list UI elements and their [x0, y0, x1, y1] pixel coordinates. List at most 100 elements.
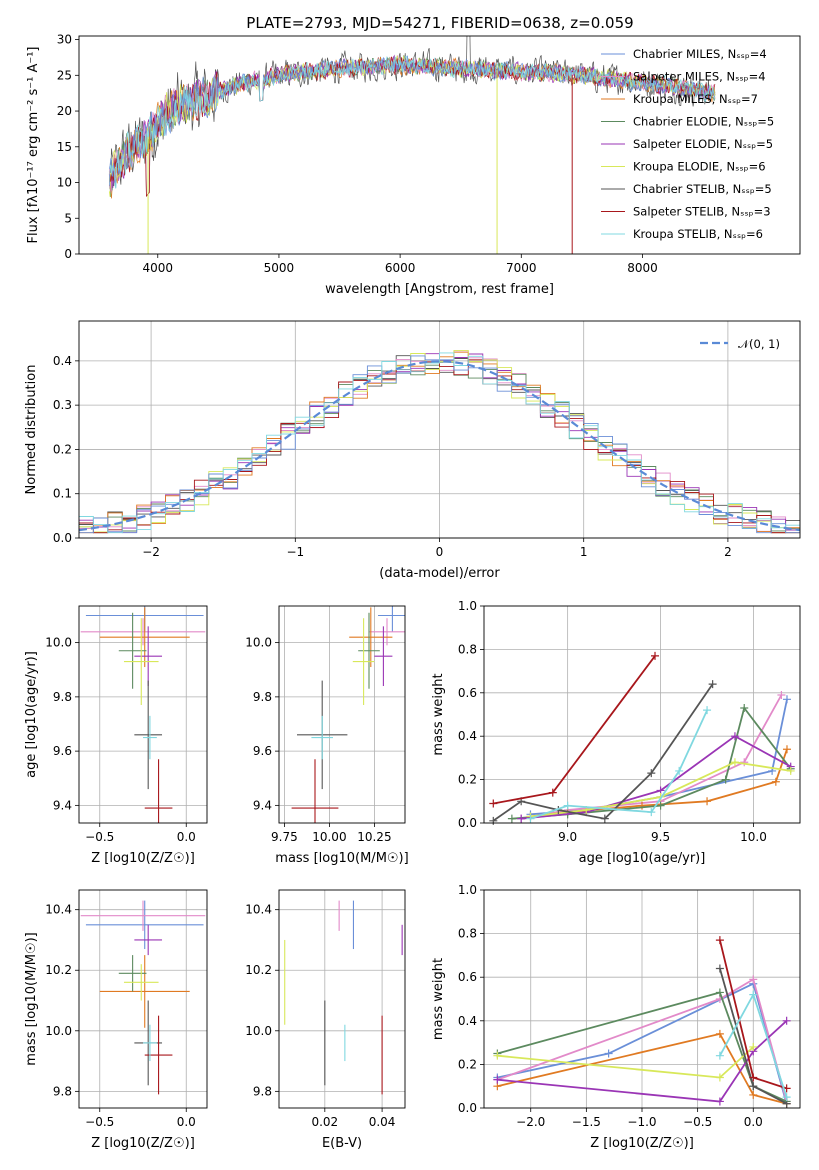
weight-point-marker [563, 801, 572, 810]
y-tick-label: 30 [57, 33, 72, 47]
weight-point-marker [638, 801, 646, 810]
y-tick-label: 9.8 [53, 1084, 72, 1098]
weight-point-marker [708, 680, 717, 689]
y-tick-label: 0.4 [458, 1014, 477, 1028]
x-tick-label: 6000 [385, 261, 416, 275]
axes-frame [483, 605, 801, 824]
y-tick-label: 0.0 [53, 531, 72, 545]
x-tick-label: 1 [580, 545, 588, 559]
y-tick-label: 0.8 [458, 642, 477, 656]
weight-point-marker [771, 777, 780, 786]
weight-point-marker [749, 990, 758, 999]
histogram-step [79, 353, 800, 533]
axes-frame [78, 320, 801, 539]
weight-point-marker [715, 988, 724, 997]
y-tick-label: 9.6 [53, 744, 72, 758]
y-tick-label: 0.3 [53, 398, 72, 412]
y-tick-label: 9.4 [253, 798, 272, 812]
weight-point-marker [749, 975, 758, 984]
weight-point-marker [703, 797, 712, 806]
weight-point-marker [651, 651, 660, 660]
y-axis-label: mass [log10(M/M☉)] [24, 932, 39, 1065]
weight-point-marker [749, 1082, 758, 1091]
legend-entry: Kroupa STELIB, Nₛₛₚ=6 [633, 227, 763, 241]
x-tick-label: 8000 [627, 261, 658, 275]
weight-point-marker [749, 1090, 758, 1099]
age-vs-mass-panel: 9.75 10.00 10.25 9.4 9.6 9.8 10.0 mass [log10(M… [245, 605, 409, 866]
weight-point-marker [782, 695, 791, 704]
y-tick-label: 10.0 [245, 636, 272, 650]
legend-entry: Kroupa ELODIE, Nₛₛₚ=6 [633, 160, 766, 174]
x-tick-label: −0.5 [683, 1115, 712, 1129]
y-tick-label: 10.2 [245, 963, 272, 977]
weight-point-marker [749, 1042, 758, 1051]
spectrum-series-line [108, 56, 716, 197]
y-tick-label: 10.0 [45, 636, 72, 650]
weight-vs-metallicity-panel: −2.0 −1.5 −1.0 −0.5 0.0 0.0 0.2 0.4 0.6 0.8 1.0 Z [… [431, 883, 801, 1151]
x-tick-label: −1 [286, 545, 304, 559]
y-tick-label: 5 [64, 211, 72, 225]
x-axis-label: wavelength [Angstrom, rest frame] [325, 282, 554, 297]
legend-entry: Salpeter ELODIE, Nₛₛₚ=5 [633, 137, 773, 151]
weight-series-line [497, 1020, 788, 1103]
y-tick-label: 10.4 [245, 903, 272, 917]
normal-reference-curve [78, 360, 801, 532]
y-tick-label: 0.2 [53, 442, 72, 456]
weight-point-marker [493, 1051, 502, 1060]
x-tick-label: 4000 [142, 261, 173, 275]
legend-entry: 𝒩(0, 1) [738, 337, 780, 351]
weight-point-marker [647, 769, 656, 778]
y-tick-label: 10 [57, 176, 72, 190]
x-axis-label: mass [log10(M/M☉)] [275, 851, 408, 866]
axes-frame [278, 605, 406, 824]
x-tick-label: 0.02 [311, 1115, 338, 1129]
weight-vs-age-panel: 9.0 9.5 10.0 0.0 0.2 0.4 0.6 0.8 1.0 age [log10(a… [431, 599, 801, 866]
weight-point-marker [782, 1093, 791, 1102]
y-tick-label: 10.4 [45, 903, 72, 917]
y-tick-label: 10.0 [245, 1024, 272, 1038]
y-tick-label: 0.1 [53, 487, 72, 501]
y-tick-label: 0 [64, 247, 72, 261]
axes-frame [278, 889, 406, 1109]
x-tick-label: 2 [724, 545, 732, 559]
y-tick-label: 0.8 [458, 927, 477, 941]
weight-point-marker [715, 1029, 724, 1038]
weight-series-line [492, 683, 714, 822]
x-tick-label: −1.0 [627, 1115, 656, 1129]
weight-point-marker [715, 1073, 724, 1082]
weight-point-marker [777, 690, 786, 699]
weight-point-marker [675, 766, 684, 775]
axes-frame [78, 889, 208, 1109]
legend-entry: Chabrier STELIB, Nₛₛₚ=5 [633, 182, 772, 196]
y-tick-label: 0.6 [458, 970, 477, 984]
weight-point-marker [715, 936, 724, 945]
x-axis-label: Z [log10(Z/Z☉)] [91, 1136, 195, 1151]
y-tick-label: 20 [57, 104, 72, 118]
weight-point-marker [749, 1073, 758, 1082]
weight-point-marker [548, 788, 557, 797]
spectrum-series-line [108, 55, 716, 189]
spectrum-panel: 4000 5000 6000 7000 8000 0 5 10 15 20 25 30 waveleng… [26, 33, 801, 297]
weight-point-marker [782, 745, 791, 754]
weight-series-line [497, 991, 787, 1103]
y-tick-label: 10.0 [45, 1024, 72, 1038]
figure-title: PLATE=2793, MJD=54271, FIBERID=0638, z=0… [246, 14, 633, 32]
x-tick-label: −1.5 [572, 1115, 601, 1129]
x-axis-label: Z [log10(Z/Z☉)] [590, 1136, 694, 1151]
axes-frame [78, 605, 208, 824]
y-tick-label: 9.8 [53, 690, 72, 704]
weight-point-marker [489, 799, 498, 808]
x-tick-label: 0 [436, 545, 444, 559]
y-tick-label: 0.4 [53, 354, 72, 368]
legend-entry: Kroupa MILES, Nₛₛₚ=7 [633, 92, 758, 106]
spectrum-series-line [108, 55, 716, 188]
y-axis-label: Flux [fλ10⁻¹⁷ erg cm⁻² s⁻¹ A⁻¹] [26, 47, 41, 244]
weight-point-marker [786, 766, 795, 775]
spectrum-series-line [108, 36, 716, 198]
y-tick-label: 9.8 [253, 690, 272, 704]
y-tick-label: 0.4 [458, 729, 477, 743]
y-tick-label: 0.0 [458, 1101, 477, 1115]
legend-entry: Chabrier MILES, Nₛₛₚ=4 [633, 47, 767, 61]
y-axis-label: age [log10(age/yr)] [24, 651, 39, 778]
